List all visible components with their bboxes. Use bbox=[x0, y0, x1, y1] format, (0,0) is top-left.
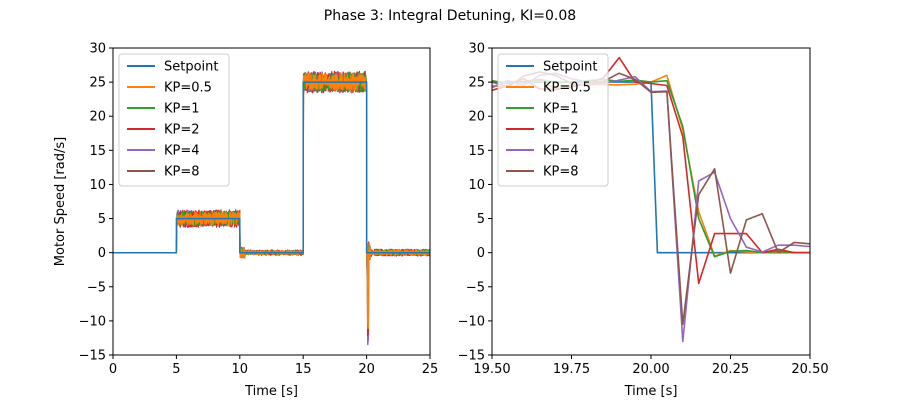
left-y-tick-label: 10 bbox=[89, 178, 106, 193]
right-y-tick-label: 30 bbox=[468, 42, 485, 57]
left-x-tick-label: 15 bbox=[295, 362, 312, 377]
right-legend: Setpoint KP=0.5 KP=1 KP=2 KP=4 KP=8 bbox=[497, 53, 609, 187]
right-y-tick-label: 5 bbox=[477, 212, 485, 227]
left-plot-lines bbox=[113, 70, 430, 346]
left-y-tick-label: 30 bbox=[89, 42, 106, 57]
left-legend-label: KP=0.5 bbox=[164, 81, 212, 96]
right-legend-label: KP=2 bbox=[543, 123, 579, 138]
left-x-tick-label: 10 bbox=[232, 362, 249, 377]
left-legend-label: KP=2 bbox=[164, 123, 200, 138]
left-y-tick-label: −15 bbox=[79, 349, 106, 364]
right-x-tick-label: 19.75 bbox=[553, 362, 590, 377]
left-x-tick-label: 0 bbox=[109, 362, 117, 377]
figure-title: Phase 3: Integral Detuning, KI=0.08 bbox=[324, 8, 576, 24]
left-y-tick-label: 5 bbox=[98, 212, 106, 227]
left-legend-label: KP=8 bbox=[164, 165, 200, 180]
right-legend-label: KP=4 bbox=[543, 144, 579, 159]
left-legend: Setpoint KP=0.5 KP=1 KP=2 KP=4 KP=8 bbox=[118, 53, 230, 187]
left-x-tick-label: 5 bbox=[172, 362, 180, 377]
left-plot: 0 5 10 15 20 25 −15 −10 −5 0 5 10 15 20 25 30 Time [s] Mo… bbox=[53, 42, 438, 400]
right-y-tick-label: 15 bbox=[468, 144, 485, 159]
right-x-tick-label: 19.50 bbox=[473, 362, 510, 377]
left-x-tick-label: 20 bbox=[358, 362, 375, 377]
left-frame bbox=[112, 47, 431, 356]
left-y-tick-label: −5 bbox=[87, 280, 106, 295]
right-legend-label: KP=0.5 bbox=[543, 81, 591, 96]
right-legend-label: Setpoint bbox=[543, 60, 598, 75]
right-y-tick-label: 10 bbox=[468, 178, 485, 193]
left-legend-label: KP=1 bbox=[164, 102, 200, 117]
left-y-tick-label: −10 bbox=[79, 314, 106, 329]
right-y-tick-label: 25 bbox=[468, 76, 485, 91]
right-y-tick-label: −10 bbox=[458, 314, 485, 329]
left-y-tick-label: 25 bbox=[89, 76, 106, 91]
left-setpoint-line bbox=[113, 81, 430, 254]
right-plot: 19.50 19.75 20.00 20.25 20.50 −15 −10 −5 0 5 10 15 2… bbox=[458, 42, 829, 400]
right-x-tick-label: 20.00 bbox=[632, 362, 669, 377]
left-x-tick-label: 25 bbox=[422, 362, 439, 377]
left-legend-label: Setpoint bbox=[164, 60, 219, 75]
left-y-tick-label: 0 bbox=[98, 246, 106, 261]
right-x-tick-label: 20.25 bbox=[712, 362, 749, 377]
right-plot-axes: 19.50 19.75 20.00 20.25 20.50 −15 −10 −5 0 5 10 15 2… bbox=[458, 42, 829, 400]
right-y-tick-label: −15 bbox=[458, 349, 485, 364]
right-y-tick-label: −5 bbox=[466, 280, 485, 295]
left-y-tick-label: 15 bbox=[89, 144, 106, 159]
left-legend-label: KP=4 bbox=[164, 144, 200, 159]
left-x-axis-label: Time [s] bbox=[244, 384, 298, 399]
right-x-axis-label: Time [s] bbox=[624, 384, 678, 399]
right-x-tick-label: 20.50 bbox=[791, 362, 828, 377]
left-y-tick-label: 20 bbox=[89, 110, 106, 125]
right-y-tick-label: 0 bbox=[477, 246, 485, 261]
right-legend-label: KP=8 bbox=[543, 165, 579, 180]
right-y-tick-label: 20 bbox=[468, 110, 485, 125]
right-legend-label: KP=1 bbox=[543, 102, 579, 117]
left-plot-axes: 0 5 10 15 20 25 −15 −10 −5 0 5 10 15 20 25 30 Time [s] Mo… bbox=[53, 42, 438, 400]
left-y-axis-label: Motor Speed [rad/s] bbox=[53, 137, 68, 266]
